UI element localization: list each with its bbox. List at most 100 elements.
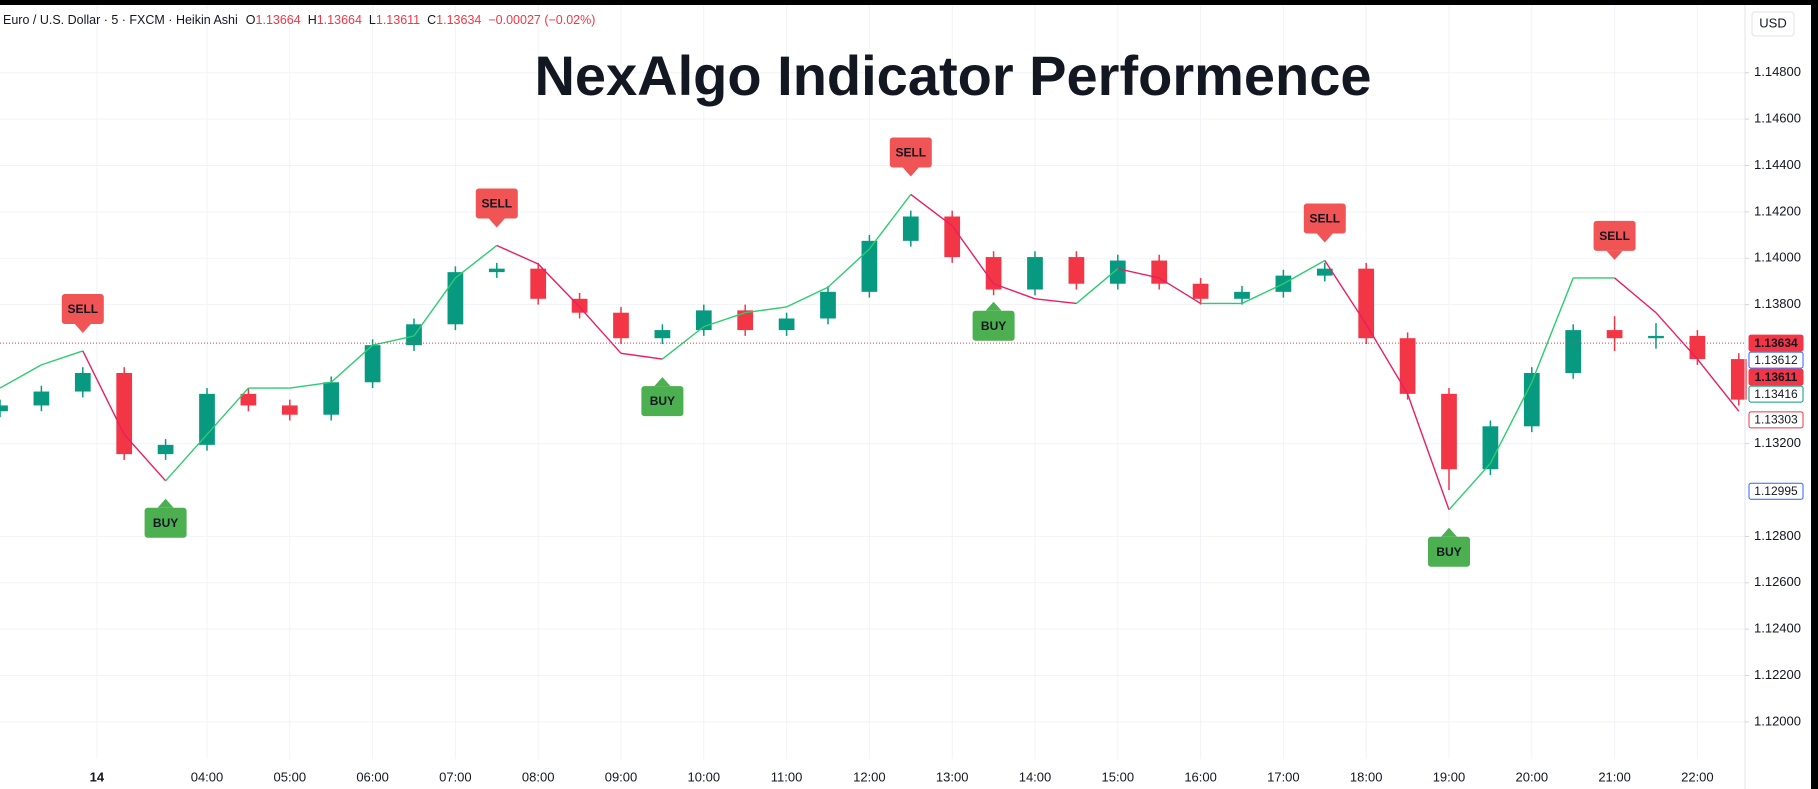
price-label-box <box>1748 411 1804 429</box>
candle-body <box>820 291 836 319</box>
trend-line <box>0 364 42 389</box>
candle-body <box>902 216 919 241</box>
price-label: 1.13611 <box>1755 370 1798 384</box>
ohlc-value: 1.13611 <box>376 13 420 27</box>
candle-body <box>530 268 547 299</box>
trend-line <box>1324 260 1367 325</box>
y-tick-label: 1.12200 <box>1754 667 1801 682</box>
candle-body <box>1441 393 1457 470</box>
signal-label: SELL <box>895 146 926 160</box>
candle-body <box>861 240 878 292</box>
currency[interactable]: USD <box>1759 15 1786 30</box>
trend-line <box>868 194 912 250</box>
y-tick-label: 1.14800 <box>1754 64 1801 79</box>
candle-body <box>447 272 464 325</box>
signal-box <box>1427 536 1470 567</box>
y-tick-label: 1.14400 <box>1754 157 1801 172</box>
signal-label: SELL <box>67 302 98 316</box>
price-label-box <box>1748 385 1804 403</box>
trend-line <box>454 244 498 279</box>
trend-line <box>993 283 1036 300</box>
price-label: 1.12995 <box>1754 484 1798 498</box>
price-label-box <box>1748 368 1804 386</box>
trend-line <box>1283 259 1326 285</box>
trend-line <box>1531 277 1574 383</box>
trend-line <box>1158 277 1201 305</box>
trend-line <box>1075 268 1119 304</box>
trend-line <box>41 350 84 366</box>
signal-box <box>972 310 1015 341</box>
signal-label: SELL <box>1309 212 1340 226</box>
x-tick-label: 17:00 <box>1267 769 1300 784</box>
trend-line <box>413 277 456 337</box>
trend-line <box>1614 277 1657 314</box>
candle-body <box>1606 330 1623 339</box>
signal-pointer <box>74 323 91 333</box>
signal-pointer <box>654 377 671 387</box>
x-tick-label: 09:00 <box>605 769 638 784</box>
candle-body <box>1151 260 1168 284</box>
candle-body <box>281 405 298 415</box>
trend-line <box>330 344 374 383</box>
trend-line <box>1241 283 1284 305</box>
candle-body <box>33 391 50 406</box>
ohlc-key: L <box>369 13 376 27</box>
x-tick-label: 10:00 <box>688 769 721 784</box>
signal: BUY <box>972 301 1015 341</box>
signal-box <box>641 386 684 417</box>
trend-line <box>123 433 167 482</box>
currency-box[interactable] <box>1751 11 1795 37</box>
trend-line <box>745 306 787 314</box>
frame-right <box>1811 0 1818 789</box>
signal: SELL <box>475 188 518 228</box>
candle-body <box>1399 338 1416 394</box>
x-tick-label: 06:00 <box>356 769 389 784</box>
signal-box <box>475 188 518 219</box>
ohlc-key: C <box>427 13 436 27</box>
candle-body <box>1689 335 1706 360</box>
trend-line <box>786 286 829 308</box>
trend-line <box>661 326 705 360</box>
trend-line <box>82 350 125 435</box>
price-label-box <box>1748 334 1804 352</box>
signal-pointer <box>902 167 919 177</box>
signal-pointer <box>1606 250 1623 260</box>
trend-line <box>1696 358 1740 412</box>
candle-body <box>613 312 629 339</box>
x-tick-label: 22:00 <box>1681 769 1714 784</box>
candle-body <box>488 268 505 273</box>
candle-body <box>199 393 215 445</box>
signal-label: BUY <box>650 394 675 408</box>
candle-body <box>1730 359 1747 400</box>
candle-body <box>1316 268 1333 276</box>
ohlc-key: H <box>308 13 317 27</box>
x-tick-label: 11:00 <box>771 769 803 784</box>
x-tick-label: 12:00 <box>853 769 886 784</box>
y-tick-label: 1.14600 <box>1754 111 1801 126</box>
candle-body <box>1192 283 1209 299</box>
trend-line <box>1448 462 1491 511</box>
x-tick-label: 20:00 <box>1516 769 1549 784</box>
trend-line <box>1406 393 1450 511</box>
price-label-box <box>1748 351 1804 369</box>
x-tick-label: 14:00 <box>1019 769 1052 784</box>
candle-body <box>778 318 795 331</box>
candle-body <box>1648 335 1664 339</box>
price-label: 1.13303 <box>1754 412 1798 426</box>
signal: SELL <box>889 137 932 177</box>
x-tick-label: 18:00 <box>1350 769 1383 784</box>
candle-body <box>654 330 671 339</box>
signal-pointer <box>985 301 1002 311</box>
signal: SELL <box>1303 203 1346 243</box>
signal-box <box>1303 203 1346 234</box>
candle-body <box>1523 372 1540 427</box>
price-label: 1.13634 <box>1754 336 1798 350</box>
y-tick-label: 1.14200 <box>1754 203 1801 218</box>
symbol: Euro / U.S. Dollar · 5 · FXCM · Heikin A… <box>3 13 238 27</box>
candle-body <box>1027 257 1043 290</box>
x-tick-label: 07:00 <box>439 769 472 784</box>
y-tick-label: 1.14000 <box>1754 250 1801 265</box>
price-label-box <box>1748 482 1804 500</box>
